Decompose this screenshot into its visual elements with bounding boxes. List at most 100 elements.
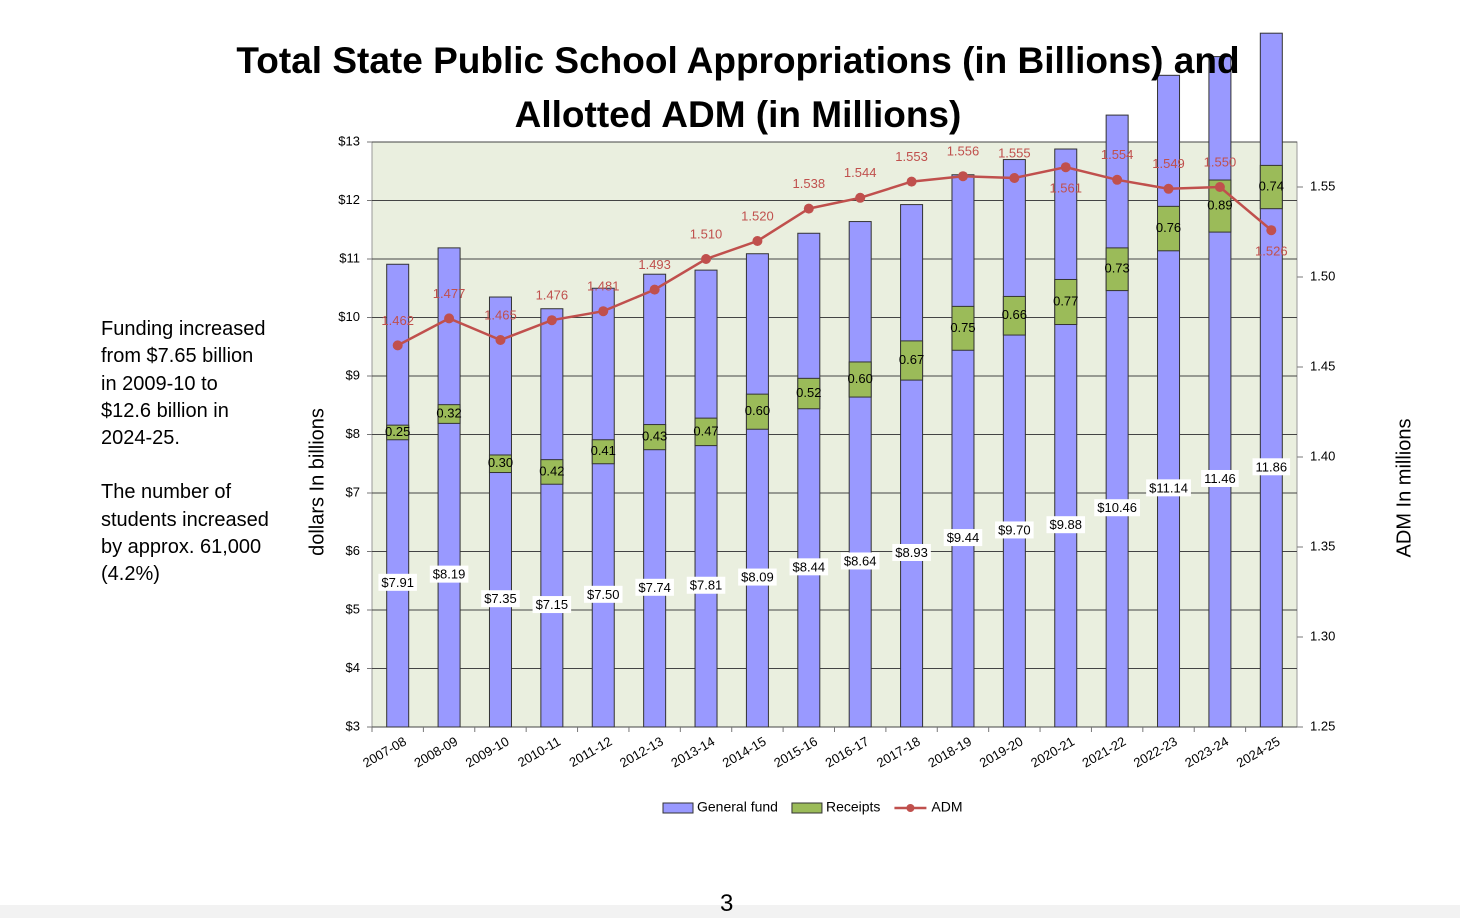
bar-receipts <box>386 424 410 441</box>
y-tick-label: $3 <box>346 718 360 733</box>
label-box <box>1046 516 1086 534</box>
bar-general-fund <box>745 253 769 728</box>
note: The number of students increased by appr… <box>101 481 269 586</box>
bar-general-fund <box>951 174 975 728</box>
y2-tick-label: 1.25 <box>1310 718 1335 733</box>
x-tick-label: 2021-22 <box>1080 734 1129 771</box>
adm-point <box>1060 162 1071 173</box>
bar-receipts <box>900 340 924 381</box>
y-tick-label: $9 <box>346 367 360 382</box>
value-label: 1.476 <box>536 288 569 303</box>
bar-general-fund <box>643 273 667 728</box>
x-tick-label: 2012-13 <box>617 734 666 771</box>
value-label: 1.510 <box>690 226 723 241</box>
value-label: 0.32 <box>436 405 461 420</box>
value-label: 0.41 <box>591 443 616 458</box>
y2-tick-label: 1.30 <box>1310 628 1335 643</box>
value-label: 1.520 <box>741 208 774 223</box>
legend-marker <box>906 804 915 812</box>
x-tick-label: 2013-14 <box>668 734 717 771</box>
value-label: 11.46 <box>1204 471 1236 486</box>
x-tick-label: 2017-18 <box>874 734 923 771</box>
adm-point <box>855 192 866 203</box>
bar-receipts <box>643 424 667 451</box>
label-box <box>1201 469 1239 487</box>
value-label: 0.75 <box>950 320 975 335</box>
value-label: 1.553 <box>895 149 928 164</box>
label-box <box>1146 479 1191 497</box>
label-box <box>686 576 726 594</box>
y-tick-label: $13 <box>338 133 360 148</box>
bar-general-fund <box>1002 159 1026 728</box>
value-label: $8.09 <box>741 570 774 585</box>
y2-axis-title: ADM In millions <box>1393 419 1415 558</box>
footer-strip <box>0 905 1460 918</box>
value-label: 0.25 <box>385 424 410 439</box>
x-tick-label: 2010-11 <box>515 734 563 770</box>
adm-point <box>1163 183 1174 194</box>
y-tick-label: $8 <box>346 426 360 441</box>
note: Funding increased from $7.65 billion in … <box>101 318 266 450</box>
bar-receipts <box>1002 295 1026 336</box>
y-tick-label: $7 <box>346 484 360 499</box>
value-label: $9.70 <box>998 522 1031 537</box>
adm-point <box>392 340 403 351</box>
bar-receipts <box>1259 164 1283 210</box>
value-label: 1.549 <box>1152 156 1185 171</box>
value-label: 0.60 <box>848 371 873 386</box>
adm-point <box>649 284 660 295</box>
value-label: $8.44 <box>793 559 826 574</box>
adm-point <box>752 236 763 246</box>
adm-point <box>1266 225 1277 236</box>
value-label: 1.477 <box>433 286 466 301</box>
x-tick-label: 2018-19 <box>925 734 974 771</box>
bar-receipts <box>591 439 615 465</box>
adm-point <box>957 171 968 182</box>
adm-point <box>1009 173 1020 183</box>
label-box <box>943 529 983 547</box>
label-box <box>429 565 469 583</box>
label-box <box>738 568 777 586</box>
label-box <box>789 558 829 576</box>
value-label: 1.465 <box>484 307 517 322</box>
value-label: $10.46 <box>1097 500 1137 515</box>
value-label: 0.30 <box>488 455 513 470</box>
x-tick-label: 2009-10 <box>463 734 512 771</box>
bar-general-fund <box>437 247 461 728</box>
value-label: 1.481 <box>587 279 620 294</box>
bar-general-fund <box>540 308 564 728</box>
legend-label: ADM <box>931 799 962 815</box>
value-label: $8.19 <box>433 567 466 582</box>
legend-label: General fund <box>697 799 778 815</box>
adm-point <box>495 335 506 345</box>
value-label: 0.47 <box>693 423 718 438</box>
x-tick-label: 2011-12 <box>566 734 614 770</box>
value-label: 0.66 <box>1002 307 1027 322</box>
bar-receipts <box>1105 247 1129 292</box>
value-label: 1.538 <box>793 176 826 191</box>
x-tick-label: 2023-24 <box>1182 734 1231 771</box>
value-label: 1.554 <box>1101 147 1134 162</box>
value-label: 0.60 <box>745 403 770 418</box>
x-tick-label: 2008-09 <box>411 734 460 771</box>
value-label: $8.93 <box>895 545 928 560</box>
label-box <box>1252 458 1291 476</box>
value-label: $7.15 <box>536 597 569 612</box>
chart-title: Total State Public School Appropriations… <box>236 40 1240 135</box>
y-tick-label: $5 <box>346 601 360 616</box>
value-label: 1.493 <box>638 257 671 272</box>
y-axis-title: dollars In billions <box>306 408 328 556</box>
value-label: 0.52 <box>796 385 821 400</box>
x-tick-label: 2014-15 <box>720 734 769 771</box>
y-tick-label: $11 <box>339 250 360 265</box>
x-tick-label: 2015-16 <box>771 734 820 771</box>
bar-general-fund <box>488 296 512 728</box>
y2-tick-label: 1.50 <box>1310 268 1335 283</box>
adm-point <box>906 176 917 187</box>
adm-point <box>1112 174 1123 185</box>
y2-tick-label: 1.40 <box>1310 448 1335 463</box>
value-label: 1.526 <box>1255 244 1288 259</box>
bar-general-fund <box>694 269 718 728</box>
bar-receipts <box>488 454 512 474</box>
